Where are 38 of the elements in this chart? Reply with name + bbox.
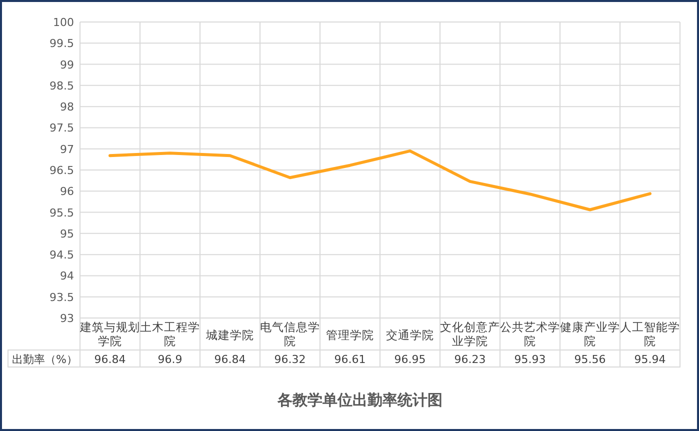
y-tick-label: 98 xyxy=(60,100,74,114)
y-tick-label: 99.5 xyxy=(50,37,74,50)
x-tick-label: 电气信息学院 xyxy=(260,320,320,348)
x-tick-label: 管理学院 xyxy=(326,328,374,342)
x-tick-label: 文化创意产业学院 xyxy=(440,320,500,348)
y-tick-label: 99 xyxy=(60,58,74,72)
x-tick-label: 城建学院 xyxy=(205,328,254,342)
x-tick-label: 交通学院 xyxy=(386,328,434,342)
y-tick-label: 97.5 xyxy=(50,122,74,135)
x-tick-label: 健康产业学院 xyxy=(560,320,620,348)
data-label: 96.84 xyxy=(94,353,126,366)
y-tick-label: 94 xyxy=(60,270,74,283)
y-tick-label: 93 xyxy=(60,312,74,325)
text: 各教学单位出勤率统计图 xyxy=(276,391,442,409)
line-series xyxy=(108,149,652,212)
data-label: 96.61 xyxy=(334,353,366,366)
y-tick-label: 100 xyxy=(53,16,74,29)
y-tick-label: 95 xyxy=(60,227,74,240)
y-tick-label: 98.5 xyxy=(50,79,74,92)
data-label: 95.56 xyxy=(574,353,606,366)
x-tick-label: 人工智能学院 xyxy=(620,320,680,348)
y-tick-label: 94.5 xyxy=(50,248,74,262)
data-label: 96.84 xyxy=(214,353,246,366)
data-label: 96.32 xyxy=(274,353,306,366)
data-label: 95.94 xyxy=(634,353,666,366)
data-label: 96.23 xyxy=(454,353,486,366)
y-tick-label: 93.5 xyxy=(50,290,74,304)
data-label: 96.95 xyxy=(394,353,426,366)
y-tick-label: 96 xyxy=(60,185,74,198)
x-tick-label: 建筑与规划学院 xyxy=(79,320,140,348)
y-tick-label: 97 xyxy=(60,142,74,156)
x-tick-label: 土木工程学院 xyxy=(140,320,200,348)
data-label: 96.9 xyxy=(158,353,182,366)
data-label: 95.93 xyxy=(514,353,546,366)
x-tick-label: 公共艺术学院 xyxy=(500,320,560,348)
y-tick-label: 95.5 xyxy=(50,206,74,220)
y-tick-label: 96.5 xyxy=(50,164,74,177)
text: 出勤率（%） xyxy=(12,353,78,366)
